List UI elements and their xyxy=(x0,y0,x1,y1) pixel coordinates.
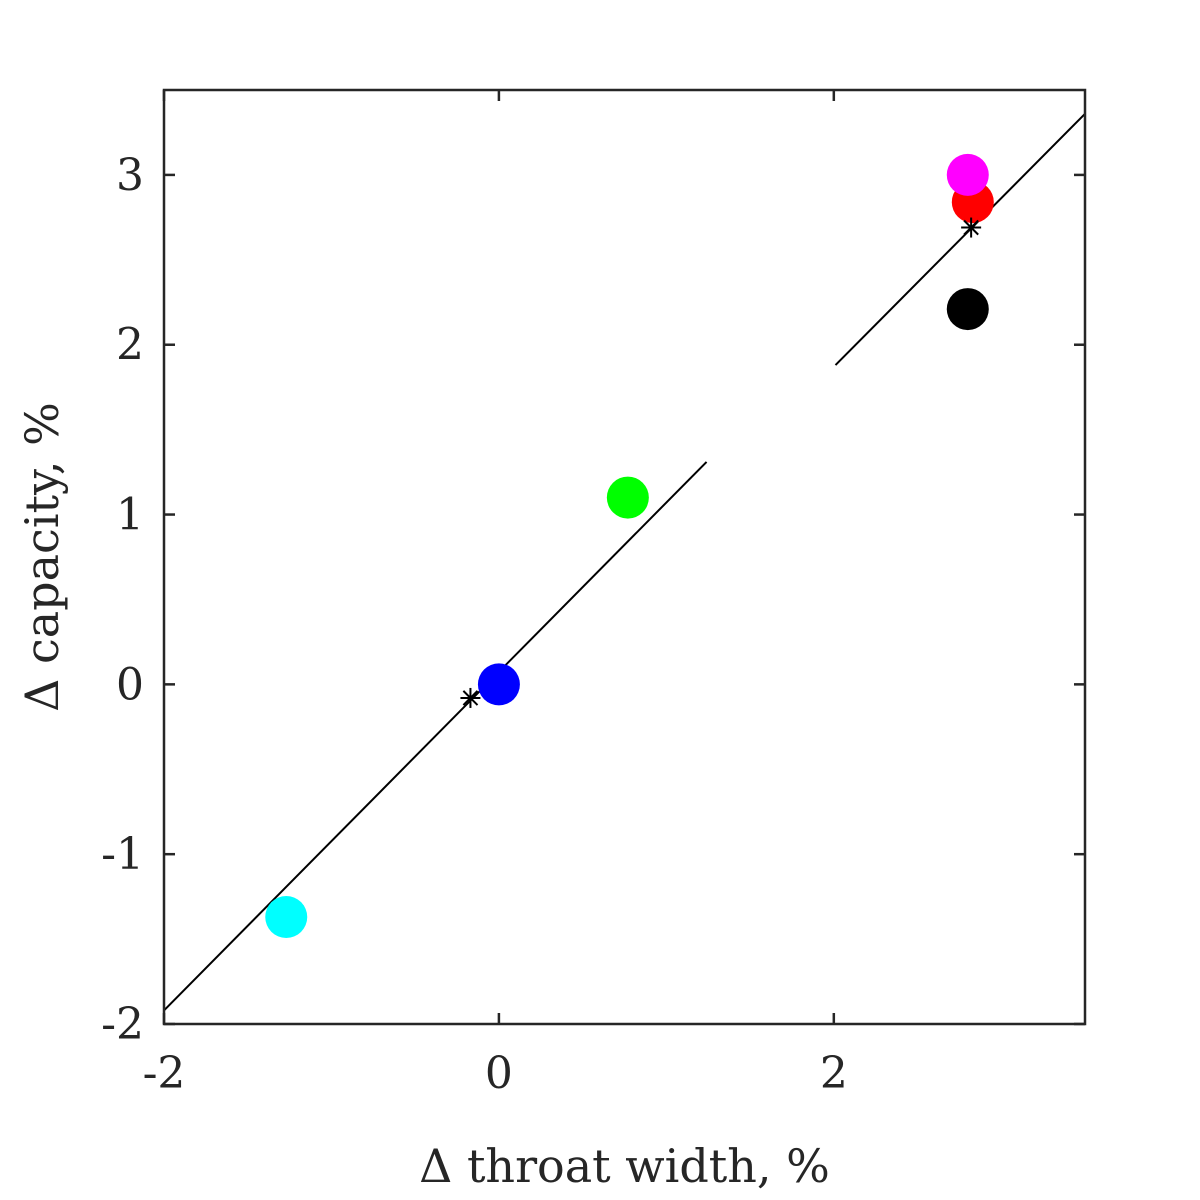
data-points xyxy=(265,153,994,939)
x-tick-label: 0 xyxy=(485,1048,513,1099)
fit-lines xyxy=(163,113,1086,1012)
y-tick-label: -1 xyxy=(101,829,144,880)
data-point-5 xyxy=(946,288,989,331)
y-tick-label: 3 xyxy=(116,150,144,201)
y-tick-labels: -2 -1 0 1 2 3 xyxy=(101,150,144,1050)
data-point-1 xyxy=(606,476,649,519)
y-axis-label: Δ capacity, % xyxy=(15,402,69,712)
star-marker-0 xyxy=(460,687,481,708)
y-tick-label: 1 xyxy=(116,490,144,541)
x-tick-label: -2 xyxy=(143,1048,186,1099)
fit-line-lower xyxy=(163,461,708,1012)
data-point-2 xyxy=(265,896,308,939)
star-marker-1 xyxy=(961,217,982,238)
x-axis-label: Δ throat width, % xyxy=(419,1139,830,1193)
y-tick-label: 2 xyxy=(116,320,144,371)
star-markers xyxy=(460,217,982,708)
data-point-0 xyxy=(477,663,520,706)
x-tick-label: 2 xyxy=(820,1048,848,1099)
x-tick-labels: -2 0 2 xyxy=(143,1048,848,1099)
y-tick-label: 0 xyxy=(116,659,144,710)
data-point-4 xyxy=(946,153,989,196)
axis-ticks xyxy=(162,90,1085,1026)
plot-frame xyxy=(162,88,1087,1026)
y-tick-label: -2 xyxy=(101,999,144,1050)
fit-line-upper xyxy=(834,113,1086,366)
